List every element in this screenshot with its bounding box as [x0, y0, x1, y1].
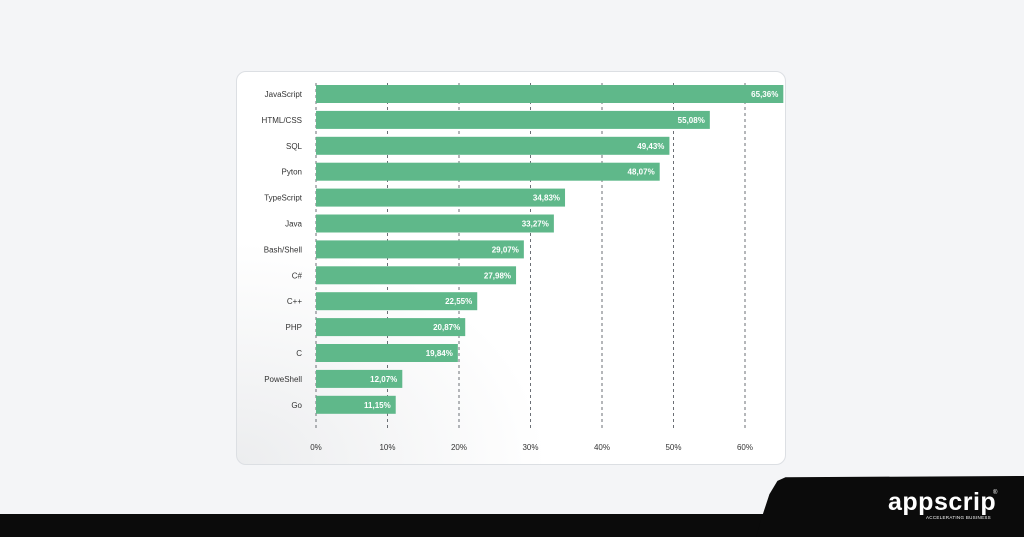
value-label: 11,15% — [364, 401, 391, 410]
x-tick-label: 20% — [451, 443, 467, 452]
bar — [316, 136, 670, 155]
value-label: 20,87% — [433, 323, 460, 332]
bar — [316, 110, 710, 129]
x-tick-labels: 0% 10% 20% 30% 40% 50% 60% — [310, 443, 753, 452]
category-label: PoweShell — [264, 375, 302, 384]
category-label: Java — [285, 220, 302, 229]
bar — [316, 344, 458, 362]
category-label: JavaScript — [265, 90, 303, 99]
category-labels: JavaScript HTML/CSS SQL Pyton TypeScript Java… — [262, 90, 303, 410]
x-tick-label: 0% — [310, 443, 322, 452]
x-tick-label: 50% — [665, 443, 681, 452]
value-label: 33,27% — [522, 220, 549, 229]
category-label: C++ — [287, 297, 302, 306]
brand-name: appscrip — [888, 488, 997, 516]
chart-card: 65,36% 55,08% 49,43% 48,07% 34,83% 33,27% 29,0… — [236, 71, 786, 465]
bar — [316, 395, 396, 414]
bar — [316, 266, 517, 285]
bars — [316, 85, 784, 414]
bar-chart: 65,36% 55,08% 49,43% 48,07% 34,83% 33,27% 29,0… — [262, 83, 784, 452]
bar — [316, 85, 784, 103]
category-label: C — [296, 349, 302, 358]
value-labels: 65,36% 55,08% 49,43% 48,07% 34,83% 33,27% 29,0… — [364, 90, 778, 410]
bar — [316, 240, 524, 259]
value-label: 27,98% — [484, 271, 511, 280]
bar — [316, 162, 660, 181]
brand-tagline: ACCELERATING BUSINESS — [926, 515, 991, 520]
x-tick-label: 60% — [737, 443, 753, 452]
brand-logo[interactable]: appscrip ® ACCELERATING BUSINESS — [888, 488, 1008, 522]
value-label: 34,83% — [533, 194, 560, 203]
bar — [316, 292, 478, 311]
footer-tab — [756, 476, 1024, 537]
value-label: 12,07% — [370, 375, 397, 384]
bar — [316, 369, 403, 388]
category-label: Go — [291, 401, 302, 410]
category-label: HTML/CSS — [262, 116, 302, 125]
value-label: 29,07% — [492, 245, 519, 254]
x-tick-label: 40% — [594, 443, 610, 452]
registered-mark: ® — [993, 490, 998, 496]
bar — [316, 188, 566, 207]
category-label: PHP — [286, 323, 302, 332]
value-label: 48,07% — [628, 168, 655, 177]
category-label: SQL — [286, 142, 303, 151]
value-label: 19,84% — [426, 349, 453, 358]
category-label: Pyton — [282, 168, 302, 177]
bar — [316, 318, 466, 337]
x-tick-label: 30% — [522, 443, 538, 452]
value-label: 55,08% — [678, 116, 705, 125]
value-label: 22,55% — [445, 297, 472, 306]
value-label: 65,36% — [751, 90, 778, 99]
x-tick-label: 10% — [379, 443, 395, 452]
bar — [316, 214, 554, 233]
category-label: C# — [292, 271, 303, 280]
value-label: 49,43% — [637, 142, 664, 151]
category-label: Bash/Shell — [264, 245, 302, 254]
category-label: TypeScript — [264, 194, 303, 203]
